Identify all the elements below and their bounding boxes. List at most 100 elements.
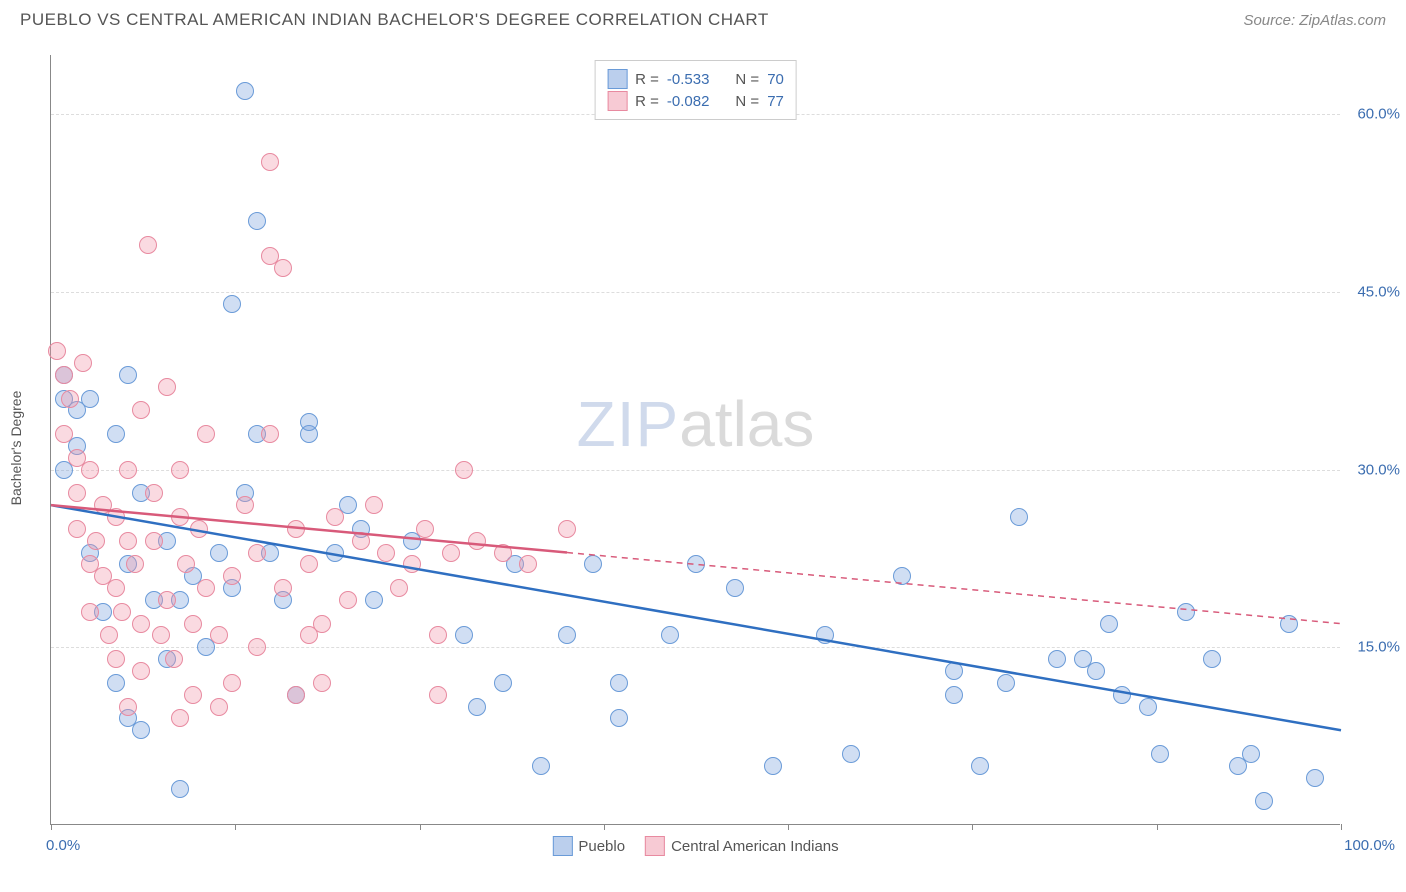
data-point	[429, 626, 447, 644]
data-point	[223, 567, 241, 585]
data-point	[87, 532, 105, 550]
data-point	[1087, 662, 1105, 680]
data-point	[190, 520, 208, 538]
data-point	[764, 757, 782, 775]
data-point	[236, 82, 254, 100]
data-point	[1113, 686, 1131, 704]
data-point	[1306, 769, 1324, 787]
y-tick-label: 30.0%	[1345, 461, 1400, 478]
chart-title: PUEBLO VS CENTRAL AMERICAN INDIAN BACHEL…	[20, 10, 769, 30]
data-point	[455, 461, 473, 479]
data-point	[352, 532, 370, 550]
data-point	[210, 698, 228, 716]
data-point	[184, 615, 202, 633]
legend-stats: R =-0.533N =70R =-0.082N =77	[594, 60, 797, 120]
data-point	[55, 366, 73, 384]
y-tick-label: 45.0%	[1345, 283, 1400, 300]
data-point	[842, 745, 860, 763]
data-point	[177, 555, 195, 573]
data-point	[132, 401, 150, 419]
data-point	[165, 650, 183, 668]
data-point	[945, 686, 963, 704]
data-point	[119, 698, 137, 716]
legend-stat-row: R =-0.533N =70	[607, 69, 784, 89]
data-point	[119, 461, 137, 479]
data-point	[171, 709, 189, 727]
data-point	[152, 626, 170, 644]
y-tick-label: 15.0%	[1345, 639, 1400, 656]
x-axis-min: 0.0%	[46, 837, 80, 854]
data-point	[248, 638, 266, 656]
data-point	[468, 532, 486, 550]
data-point	[494, 544, 512, 562]
data-point	[945, 662, 963, 680]
data-point	[326, 544, 344, 562]
data-point	[107, 508, 125, 526]
data-point	[81, 390, 99, 408]
data-point	[107, 425, 125, 443]
data-point	[261, 153, 279, 171]
data-point	[274, 259, 292, 277]
data-point	[1048, 650, 1066, 668]
data-point	[429, 686, 447, 704]
data-point	[236, 496, 254, 514]
data-point	[55, 425, 73, 443]
data-point	[1010, 508, 1028, 526]
data-point	[971, 757, 989, 775]
data-point	[132, 615, 150, 633]
data-point	[261, 425, 279, 443]
data-point	[287, 686, 305, 704]
data-point	[287, 520, 305, 538]
data-point	[145, 532, 163, 550]
data-point	[119, 532, 137, 550]
data-point	[377, 544, 395, 562]
legend-series-item: Pueblo	[552, 836, 625, 856]
data-point	[210, 544, 228, 562]
data-point	[1203, 650, 1221, 668]
data-point	[248, 212, 266, 230]
data-point	[1242, 745, 1260, 763]
data-point	[816, 626, 834, 644]
data-point	[1255, 792, 1273, 810]
header: PUEBLO VS CENTRAL AMERICAN INDIAN BACHEL…	[0, 0, 1406, 35]
data-point	[313, 615, 331, 633]
data-point	[210, 626, 228, 644]
data-point	[100, 626, 118, 644]
data-point	[68, 520, 86, 538]
data-point	[687, 555, 705, 573]
data-point	[339, 591, 357, 609]
data-point	[610, 709, 628, 727]
data-point	[300, 555, 318, 573]
data-point	[416, 520, 434, 538]
x-axis-max: 100.0%	[1344, 837, 1395, 854]
data-point	[74, 354, 92, 372]
data-point	[455, 626, 473, 644]
data-point	[132, 721, 150, 739]
data-point	[158, 378, 176, 396]
data-point	[365, 591, 383, 609]
data-point	[139, 236, 157, 254]
source-label: Source: ZipAtlas.com	[1243, 12, 1386, 29]
data-point	[1100, 615, 1118, 633]
data-point	[48, 342, 66, 360]
data-point	[145, 484, 163, 502]
legend-series-item: Central American Indians	[645, 836, 839, 856]
data-point	[197, 579, 215, 597]
data-point	[274, 579, 292, 597]
data-point	[68, 484, 86, 502]
data-point	[171, 508, 189, 526]
data-point	[61, 390, 79, 408]
legend-series: Pueblo Central American Indians	[552, 836, 838, 856]
data-point	[1280, 615, 1298, 633]
chart-area: Bachelor's Degree ZIPatlas R =-0.533N =7…	[50, 55, 1340, 825]
data-point	[248, 544, 266, 562]
data-point	[519, 555, 537, 573]
data-point	[403, 555, 421, 573]
data-point	[584, 555, 602, 573]
data-point	[171, 461, 189, 479]
data-point	[390, 579, 408, 597]
data-point	[81, 603, 99, 621]
data-point	[132, 662, 150, 680]
data-point	[223, 295, 241, 313]
data-point	[300, 413, 318, 431]
